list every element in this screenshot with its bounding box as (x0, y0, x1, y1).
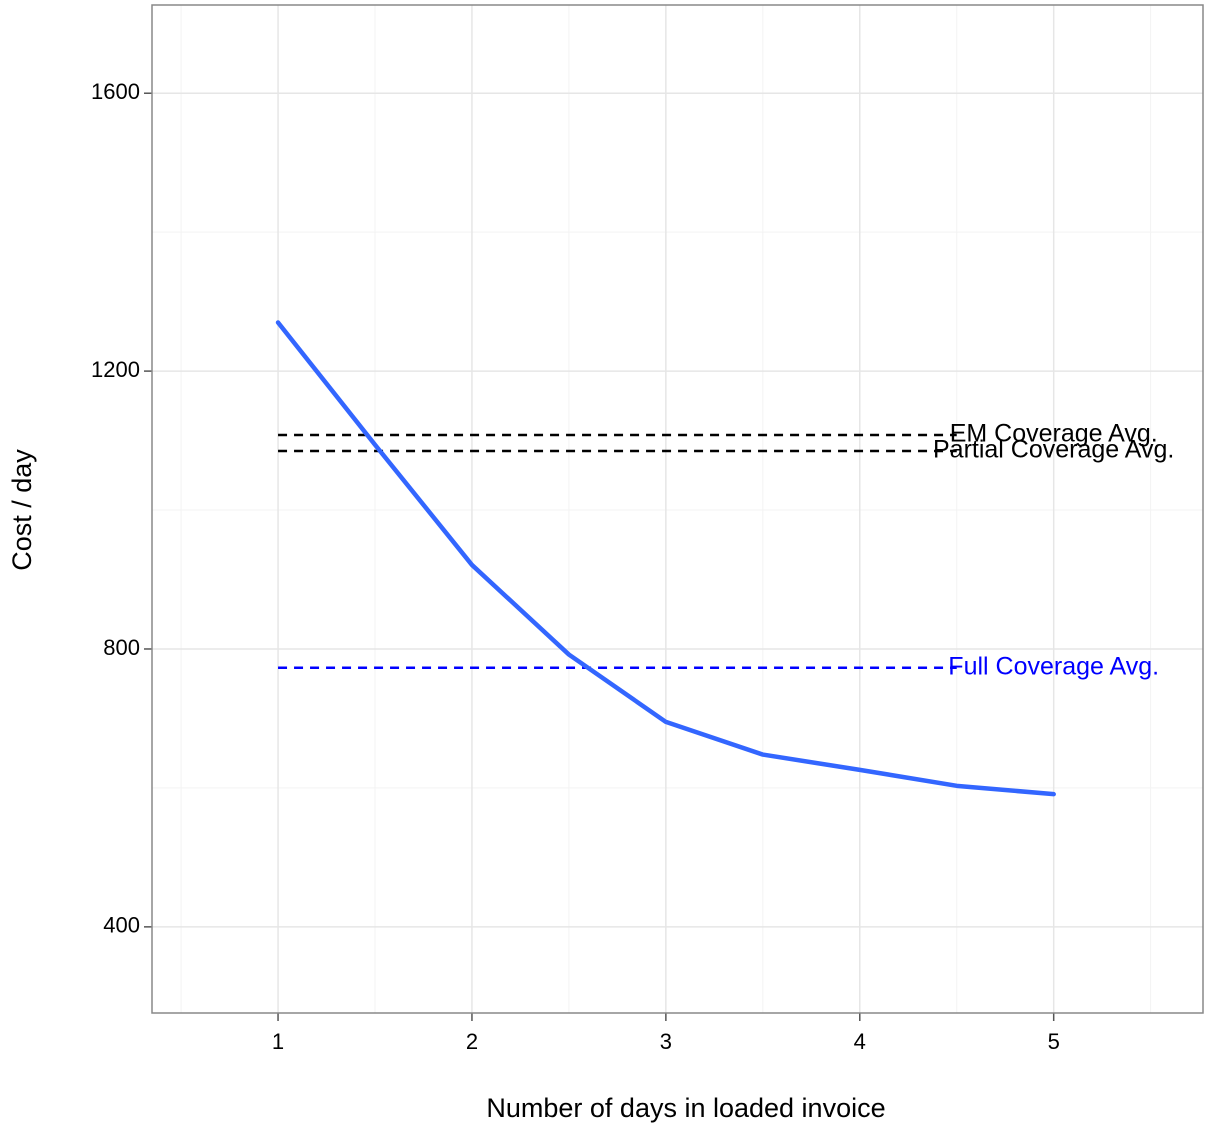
y-tick-label: 400 (103, 913, 140, 938)
y-tick-label: 1600 (91, 79, 140, 104)
y-axis-title: Cost / day (7, 449, 37, 571)
data-line (275, 320, 1056, 797)
x-tick-label: 1 (272, 1029, 284, 1054)
x-tick-label: 2 (466, 1029, 478, 1054)
reference-label: Partial Coverage Avg. (933, 436, 1174, 464)
panel-border (151, 4, 1204, 1014)
reference-label: EM Coverage Avg. (950, 420, 1158, 448)
x-tick-label: 3 (660, 1029, 672, 1054)
reference-label: Full Coverage Avg. (948, 652, 1159, 680)
y-tick-label: 800 (103, 635, 140, 660)
x-axis-title: Number of days in loaded invoice (486, 1093, 885, 1123)
y-tick-label: 1200 (91, 357, 140, 382)
x-tick-label: 4 (854, 1029, 866, 1054)
x-tick-label: 5 (1048, 1029, 1060, 1054)
